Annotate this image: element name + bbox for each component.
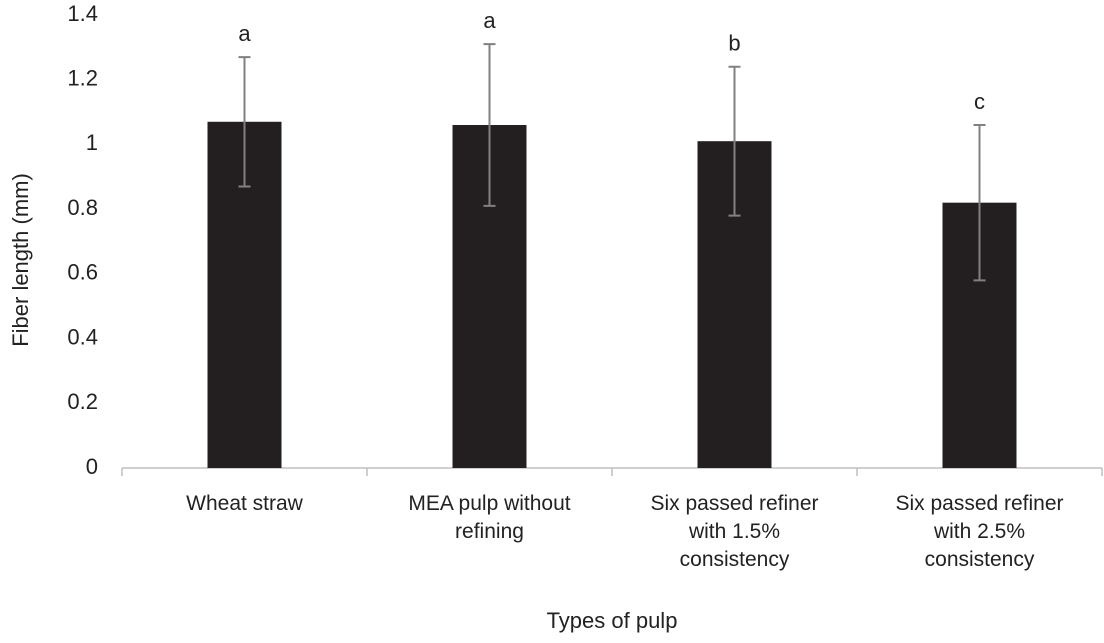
significance-letter: b xyxy=(728,31,740,56)
significance-letter: c xyxy=(974,89,985,114)
y-axis-title: Fiber length (mm) xyxy=(8,173,33,347)
significance-letter: a xyxy=(238,21,251,46)
y-tick-label: 1.4 xyxy=(67,1,98,26)
error-bar xyxy=(973,124,986,282)
y-tick-label: 0.2 xyxy=(67,389,98,414)
error-bar xyxy=(238,56,251,188)
x-tick-label: Six passed refiner with 2.5% consistency xyxy=(895,492,1064,571)
error-bar xyxy=(728,65,741,217)
x-tick-label: Wheat straw xyxy=(186,492,303,515)
y-tick-label: 1.2 xyxy=(67,66,98,91)
y-tick-label: 0 xyxy=(86,454,98,479)
y-tick-label: 0.6 xyxy=(67,260,98,285)
y-tick-label: 0.4 xyxy=(67,324,98,349)
x-tick-label: Six passed refiner with 1.5% consistency xyxy=(650,492,819,571)
x-axis-title: Types of pulp xyxy=(547,608,678,633)
y-tick-label: 0.8 xyxy=(67,195,98,220)
error-bar xyxy=(483,43,496,207)
significance-letter: a xyxy=(483,8,496,33)
x-tick-label: MEA pulp without refining xyxy=(408,492,571,543)
y-tick-label: 1 xyxy=(86,130,98,155)
